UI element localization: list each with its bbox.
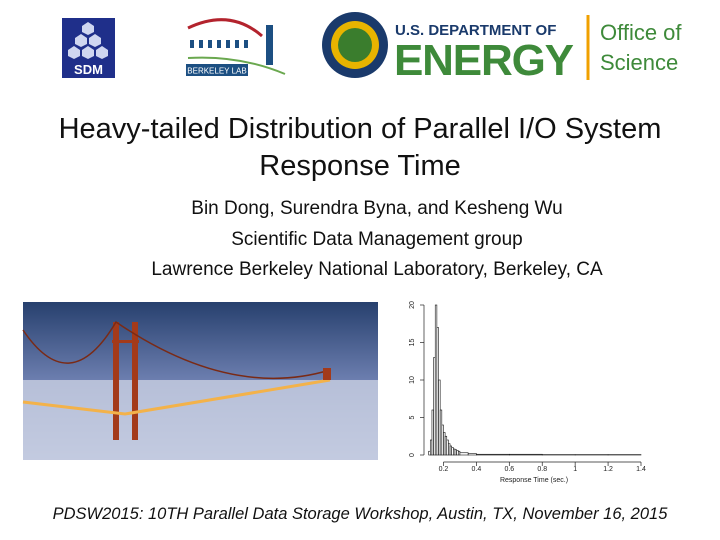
histogram-chart: 0 5 10 15 20 0.2 0.4 0.6 0.8 1 1.2 1.4 Response Time… — [409, 301, 646, 484]
x-tick-label: 1.4 — [636, 466, 646, 473]
doe-department: U.S. DEPARTMENT OF — [395, 22, 556, 39]
y-tick-label: 10 — [409, 376, 416, 384]
doe-logo: U.S. DEPARTMENT OF ENERGY Office of Scie… — [322, 12, 682, 85]
y-tick-label: 5 — [409, 415, 416, 419]
berkeley-lab-label: BERKELEY LAB — [187, 67, 246, 76]
x-tick-label: 0.4 — [472, 466, 482, 473]
bridge-photo — [22, 302, 378, 460]
title: Response Time — [259, 150, 461, 182]
office-line: Office of — [600, 20, 682, 45]
footer: PDSW2015: 10TH Parallel Data Storage Wor… — [53, 505, 669, 523]
histogram-bar — [509, 453, 543, 456]
sdm-logo: SDM — [62, 18, 115, 78]
group: Scientific Data Management group — [231, 229, 523, 250]
authors: Bin Dong, Surendra Byna, and Kesheng Wu — [191, 198, 562, 219]
sdm-label: SDM — [74, 62, 103, 77]
y-tick-label: 15 — [409, 339, 416, 347]
x-tick-label: 0.8 — [537, 466, 547, 473]
x-tick-label: 1 — [573, 466, 577, 473]
office-line: Science — [600, 50, 678, 75]
y-tick-label: 20 — [409, 301, 416, 309]
doe-energy: ENERGY — [394, 36, 574, 85]
histogram-bar — [467, 453, 477, 456]
berkeley-lab-logo: BERKELEY LAB — [186, 18, 286, 76]
title: Heavy-tailed Distribution of Parallel I/… — [59, 113, 662, 145]
y-tick-label: 0 — [409, 453, 416, 457]
affiliation: Lawrence Berkeley National Laboratory, B… — [151, 259, 603, 280]
x-axis-label: Response Time (sec.) — [500, 477, 568, 484]
x-tick-label: 0.6 — [504, 466, 514, 473]
histogram-bar — [476, 453, 510, 456]
x-tick-label: 0.2 — [439, 466, 449, 473]
x-tick-label: 1.2 — [603, 466, 613, 473]
histogram-bar — [459, 452, 469, 456]
